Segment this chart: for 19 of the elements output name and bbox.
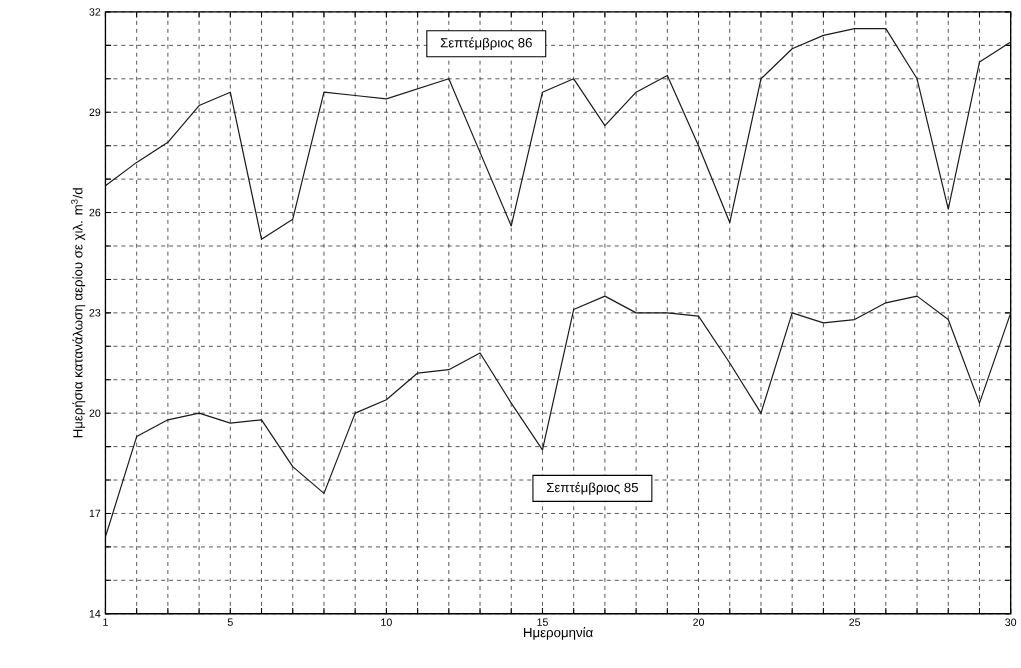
x-axis-title: Ημερομηνία — [523, 626, 593, 640]
x-tick-label: 15 — [537, 618, 548, 626]
x-tick-label: 1 — [103, 618, 108, 626]
y-tick-label: 32 — [89, 7, 101, 16]
text: Σεπτέμβριος 86 — [440, 37, 532, 50]
x-tick-label: 5 — [227, 618, 233, 626]
y-tick-label: 17 — [89, 509, 101, 517]
y-tick-label: 23 — [89, 308, 101, 317]
x-tick-label: 25 — [849, 618, 861, 626]
x-tick-label: 20 — [693, 618, 705, 626]
y-tick-label: 14 — [89, 609, 101, 618]
y-tick-label: 29 — [89, 108, 101, 116]
y-axis-title: Ημερήσια κατανάλωση αερίου σε χιλ. m$^{3}$/d — [71, 187, 86, 438]
y-tick-label: 20 — [89, 409, 101, 417]
text: Σεπτέμβριος 85 — [546, 481, 639, 495]
x-tick-label: 30 — [1005, 618, 1017, 626]
line-series — [105, 295, 1011, 538]
x-tick-label: 10 — [381, 618, 392, 626]
y-tick-label: 26 — [89, 208, 101, 217]
